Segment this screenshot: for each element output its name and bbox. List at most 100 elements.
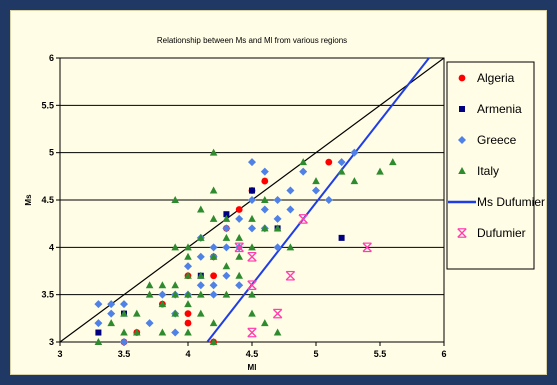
- armenia-point: [95, 329, 102, 336]
- greece-point: [158, 290, 167, 299]
- algeria-point: [325, 158, 333, 166]
- algeria-point: [261, 177, 269, 185]
- greece-point: [209, 281, 218, 290]
- dufumier-point: [298, 214, 308, 224]
- asterisk-stroke: [247, 280, 257, 290]
- dufumier-point: [285, 270, 296, 281]
- italy-point: [299, 158, 307, 166]
- asterisk-stroke: [298, 214, 308, 224]
- asterisk-stroke: [247, 252, 257, 262]
- greece-point: [337, 158, 346, 167]
- algeria-point: [210, 272, 218, 280]
- greece-point: [94, 319, 103, 328]
- y-tick-label: 3.5: [41, 290, 54, 300]
- dufumier-point: [247, 327, 257, 338]
- asterisk-stroke: [285, 271, 296, 281]
- greece-point: [273, 243, 282, 252]
- italy-point: [235, 233, 243, 241]
- italy-point: [389, 158, 397, 166]
- greece-point: [209, 243, 218, 252]
- italy-point: [197, 271, 205, 279]
- y-axis-ticks: 3 3.5 4 4.5 5 5.5 6: [41, 53, 60, 347]
- italy-point: [133, 328, 141, 336]
- asterisk-stroke: [234, 242, 244, 253]
- italy-point: [209, 338, 218, 345]
- italy-point: [261, 224, 269, 232]
- italy-point: [184, 243, 192, 251]
- greece-point: [171, 328, 180, 337]
- legend-label-armenia: Armenia: [477, 102, 522, 116]
- greece-point: [107, 309, 116, 318]
- x-tick-label: 4: [185, 349, 190, 359]
- italy-point: [158, 328, 167, 336]
- italy-point: [158, 281, 167, 289]
- italy-point: [197, 205, 205, 213]
- algeria-point: [184, 319, 192, 327]
- italy-point: [94, 338, 103, 345]
- italy-point: [145, 290, 154, 298]
- y-tick-label: 4.5: [41, 195, 54, 205]
- italy-point: [312, 177, 320, 185]
- x-tick-label: 5: [313, 349, 318, 359]
- greece-point: [286, 205, 295, 214]
- italy-point: [197, 290, 205, 298]
- algeria-point: [184, 310, 192, 317]
- legend-marker-dufumier: [457, 228, 467, 238]
- greece-point: [248, 224, 256, 233]
- italy-point: [209, 148, 218, 156]
- legend-box: [446, 61, 535, 270]
- greece-point: [94, 300, 103, 309]
- legend-label-dufumier: Dufumier: [477, 226, 526, 240]
- italy-point: [197, 309, 205, 317]
- italy-point: [120, 328, 128, 336]
- greece-point: [299, 167, 308, 176]
- italy-point: [171, 290, 179, 298]
- legend-label-greece: Greece: [477, 133, 517, 147]
- asterisk-stroke: [247, 327, 257, 338]
- italy-point: [235, 271, 243, 279]
- legend: Algeria Armenia Greece Italy Ms Dufumier Dufu…: [446, 61, 545, 270]
- greece-point: [235, 214, 244, 223]
- armenia-point: [223, 211, 230, 218]
- dufumier-point: [247, 280, 257, 290]
- greece-point: [248, 196, 256, 204]
- greece-point: [196, 252, 205, 261]
- x-axis-title: Ml: [248, 363, 257, 372]
- legend-label-italy: Italy: [477, 164, 499, 178]
- dufumier-point: [247, 252, 257, 262]
- asterisk-stroke: [362, 242, 372, 253]
- italy-point: [171, 309, 179, 317]
- italy-point: [248, 243, 256, 251]
- x-tick-label: 4.5: [246, 349, 259, 359]
- greece-point: [120, 300, 128, 309]
- italy-point: [222, 214, 231, 222]
- italy-point: [261, 319, 269, 327]
- italy-point: [184, 328, 192, 336]
- greece-point: [235, 281, 244, 290]
- x-tick-label: 3.5: [118, 349, 131, 359]
- italy-point: [209, 186, 218, 194]
- dufumier-point: [362, 242, 372, 253]
- x-axis-ticks: 3 3.5 4 4.5 5 5.5 6: [57, 342, 447, 359]
- italy-point: [350, 177, 359, 185]
- greece-point: [107, 300, 116, 309]
- italy-point: [158, 300, 167, 308]
- italy-point: [248, 290, 256, 298]
- trend-line: [205, 58, 431, 342]
- italy-point: [248, 309, 256, 317]
- greece-point: [260, 167, 269, 176]
- y-axis-title: Ms: [24, 194, 33, 206]
- legend-marker-greece: [458, 136, 466, 144]
- y-tick-label: 3: [49, 337, 54, 347]
- algeria-point: [235, 206, 243, 213]
- italy-point: [273, 328, 282, 336]
- greece-point: [273, 196, 282, 204]
- italy-point: [184, 300, 192, 308]
- legend-marker-italy: [458, 167, 466, 174]
- y-tick-label: 5.5: [41, 100, 54, 110]
- italy-point: [209, 252, 218, 260]
- greece-point: [184, 262, 192, 271]
- greece-point: [260, 205, 269, 214]
- italy-point: [273, 224, 282, 232]
- italy-point: [337, 167, 346, 175]
